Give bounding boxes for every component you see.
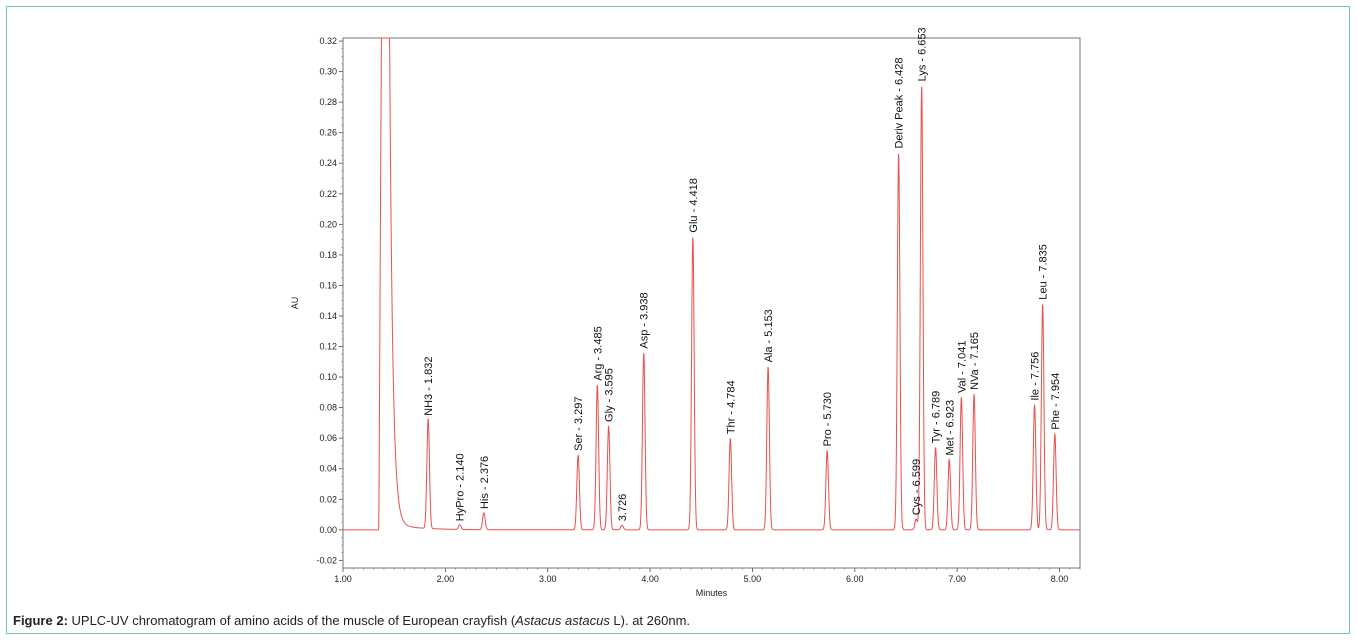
peak-label: Deriv Peak - 6.428 bbox=[894, 57, 906, 148]
x-tick-label: 2.00 bbox=[437, 574, 455, 584]
y-tick-label: 0.12 bbox=[319, 342, 337, 352]
chart-axes bbox=[342, 37, 1081, 569]
axis-ticks: 1.00 2.00 3.00 4.00 5.00 6.00 7.00 8.00 -0.02 0.0… bbox=[316, 36, 1081, 584]
peak-label: Lys - 6.653 bbox=[917, 27, 929, 81]
y-tick-label: 0.14 bbox=[319, 311, 337, 321]
y-tick-label: 0.28 bbox=[319, 97, 337, 107]
x-tick-label: 3.00 bbox=[539, 574, 557, 584]
peak-label: Glu - 4.418 bbox=[688, 178, 700, 232]
peak-labels: NH3 - 1.832 HyPro - 2.140 His - 2.376 Ser -… bbox=[423, 27, 1062, 521]
chromatogram-line bbox=[343, 37, 1080, 531]
peak-label: Gly - 3.595 bbox=[604, 368, 616, 422]
peak-label: NH3 - 1.832 bbox=[423, 357, 435, 416]
x-axis-title: Minutes bbox=[696, 588, 728, 598]
peak-label: Pro - 5.730 bbox=[822, 392, 834, 446]
y-tick-label: 0.08 bbox=[319, 403, 337, 413]
species-name: Astacus astacus bbox=[515, 613, 610, 628]
peak-label: His - 2.376 bbox=[479, 456, 491, 509]
x-tick-label: 1.00 bbox=[334, 574, 352, 584]
y-tick-label: -0.02 bbox=[316, 555, 337, 565]
peak-label: Ser - 3.297 bbox=[573, 397, 585, 451]
peak-label: Tyr - 6.789 bbox=[931, 391, 943, 444]
peak-label: 3.726 bbox=[617, 494, 629, 522]
y-tick-label: 0.32 bbox=[319, 36, 337, 46]
peak-label: Arg - 3.485 bbox=[592, 326, 604, 380]
y-tick-label: 0.24 bbox=[319, 158, 337, 168]
peak-label: Met - 6.923 bbox=[944, 400, 956, 456]
peak-label: Thr - 4.784 bbox=[725, 380, 737, 434]
peak-label: Phe - 7.954 bbox=[1050, 373, 1062, 430]
y-axis-title: AU bbox=[290, 297, 300, 310]
peak-label: Asp - 3.938 bbox=[639, 292, 651, 348]
plot-area-frame bbox=[342, 37, 1081, 569]
figure-caption: Figure 2: UPLC-UV chromatogram of amino … bbox=[13, 613, 690, 628]
x-tick-label: 6.00 bbox=[846, 574, 864, 584]
figure-label: Figure 2: bbox=[13, 613, 68, 628]
y-tick-label: 0.04 bbox=[319, 464, 337, 474]
y-tick-label: 0.16 bbox=[319, 280, 337, 290]
x-tick-label: 4.00 bbox=[641, 574, 659, 584]
peak-label: Ala - 5.153 bbox=[763, 309, 775, 362]
y-tick-label: 0.20 bbox=[319, 219, 337, 229]
caption-text-before: UPLC-UV chromatogram of amino acids of t… bbox=[67, 613, 516, 628]
peak-label: NVa - 7.165 bbox=[969, 332, 981, 390]
y-tick-label: 0.18 bbox=[319, 250, 337, 260]
x-tick-label: 8.00 bbox=[1051, 574, 1069, 584]
chromatogram-trace bbox=[343, 37, 1080, 531]
peak-label: Val - 7.041 bbox=[956, 341, 968, 393]
y-tick-label: 0.22 bbox=[319, 189, 337, 199]
peak-label: Cys - 6.599 bbox=[911, 459, 923, 515]
y-tick-label: 0.02 bbox=[319, 494, 337, 504]
y-tick-label: 0.30 bbox=[319, 67, 337, 77]
y-tick-label: 0.10 bbox=[319, 372, 337, 382]
x-tick-label: 5.00 bbox=[744, 574, 762, 584]
y-tick-label: 0.06 bbox=[319, 433, 337, 443]
y-tick-label: 0.26 bbox=[319, 128, 337, 138]
peak-label: Ile - 7.756 bbox=[1030, 352, 1042, 401]
x-tick-label: 7.00 bbox=[948, 574, 966, 584]
caption-text-after: L). at 260nm. bbox=[609, 613, 691, 628]
peak-label: HyPro - 2.140 bbox=[455, 453, 467, 521]
peak-label: Leu - 7.835 bbox=[1038, 244, 1050, 300]
y-tick-label: 0.00 bbox=[319, 525, 337, 535]
